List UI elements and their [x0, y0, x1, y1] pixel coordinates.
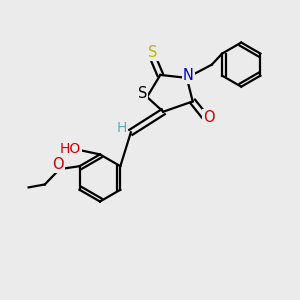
Text: H: H — [117, 121, 127, 135]
Text: O: O — [203, 110, 215, 125]
Text: S: S — [138, 86, 147, 101]
Text: S: S — [148, 45, 158, 60]
Text: N: N — [183, 68, 194, 83]
Text: HO: HO — [60, 142, 81, 155]
Text: O: O — [52, 157, 64, 172]
